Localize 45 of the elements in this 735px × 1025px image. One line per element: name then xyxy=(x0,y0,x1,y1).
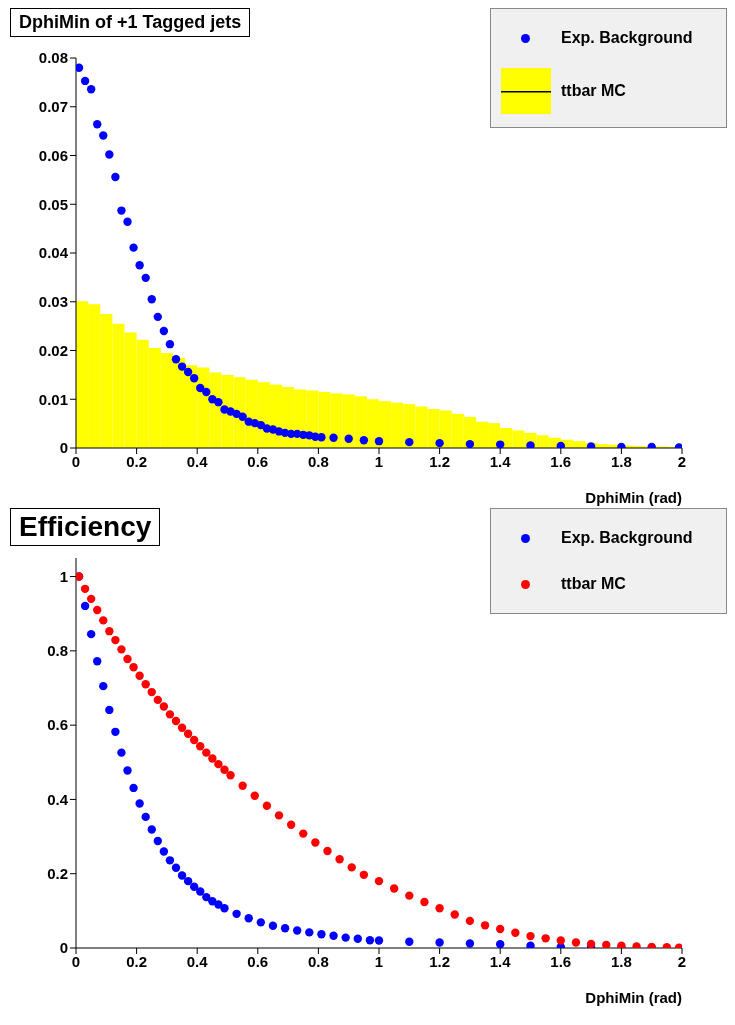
x-tick-label: 1 xyxy=(374,452,384,470)
x-tick-label: 1.6 xyxy=(550,952,572,970)
x-tick-label: 1.8 xyxy=(610,952,632,970)
x-axis-title: DphiMin (rad) xyxy=(585,989,682,1006)
y-tick-label: 0 xyxy=(59,939,68,957)
x-tick-label: 1.8 xyxy=(610,452,632,470)
y-tick-label: 0 xyxy=(59,439,68,457)
x-tick-label: 0.8 xyxy=(307,452,329,470)
y-tick-label: 0.6 xyxy=(47,716,68,734)
x-tick-label: 0.6 xyxy=(247,952,269,970)
x-tick-label: 0 xyxy=(71,452,81,470)
y-tick-label: 0.4 xyxy=(47,790,69,808)
y-tick-label: 0.05 xyxy=(38,195,68,213)
x-tick-label: 0.4 xyxy=(186,452,209,470)
y-tick-label: 0.04 xyxy=(38,244,69,262)
y-tick-label: 0.07 xyxy=(38,98,68,116)
legend-label: Exp. Background xyxy=(561,529,693,547)
x-tick-label: 0.6 xyxy=(247,452,269,470)
chart-title: DphiMin of +1 Tagged jets xyxy=(10,8,251,37)
y-tick-label: 0.8 xyxy=(47,642,68,660)
x-tick-label: 0 xyxy=(71,952,81,970)
x-tick-label: 1.2 xyxy=(429,452,451,470)
y-tick-label: 0.06 xyxy=(38,146,68,164)
x-tick-label: 2 xyxy=(677,452,687,470)
x-axis-title: DphiMin (rad) xyxy=(585,489,682,506)
x-tick-label: 1.2 xyxy=(429,952,451,970)
y-tick-label: 0.01 xyxy=(38,390,68,408)
x-tick-label: 0.8 xyxy=(307,952,329,970)
y-tick-label: 0.02 xyxy=(38,341,68,359)
x-tick-label: 1.4 xyxy=(489,952,512,970)
y-tick-label: 0.03 xyxy=(38,293,68,311)
chart-title: Efficiency xyxy=(10,508,161,546)
y-tick-label: 0.08 xyxy=(38,49,68,67)
x-tick-label: 1 xyxy=(374,952,384,970)
legend-label: Exp. Background xyxy=(561,29,693,47)
y-tick-label: 0.2 xyxy=(47,865,68,883)
y-tick-label: 1 xyxy=(59,567,68,585)
legend-label: ttbar MC xyxy=(561,82,626,100)
x-tick-label: 0.2 xyxy=(126,452,148,470)
legend-label: ttbar MC xyxy=(561,575,626,593)
x-tick-label: 2 xyxy=(677,952,687,970)
x-tick-label: 1.6 xyxy=(550,452,572,470)
x-tick-label: 0.2 xyxy=(126,952,148,970)
x-tick-label: 0.4 xyxy=(186,952,209,970)
x-tick-label: 1.4 xyxy=(489,452,512,470)
